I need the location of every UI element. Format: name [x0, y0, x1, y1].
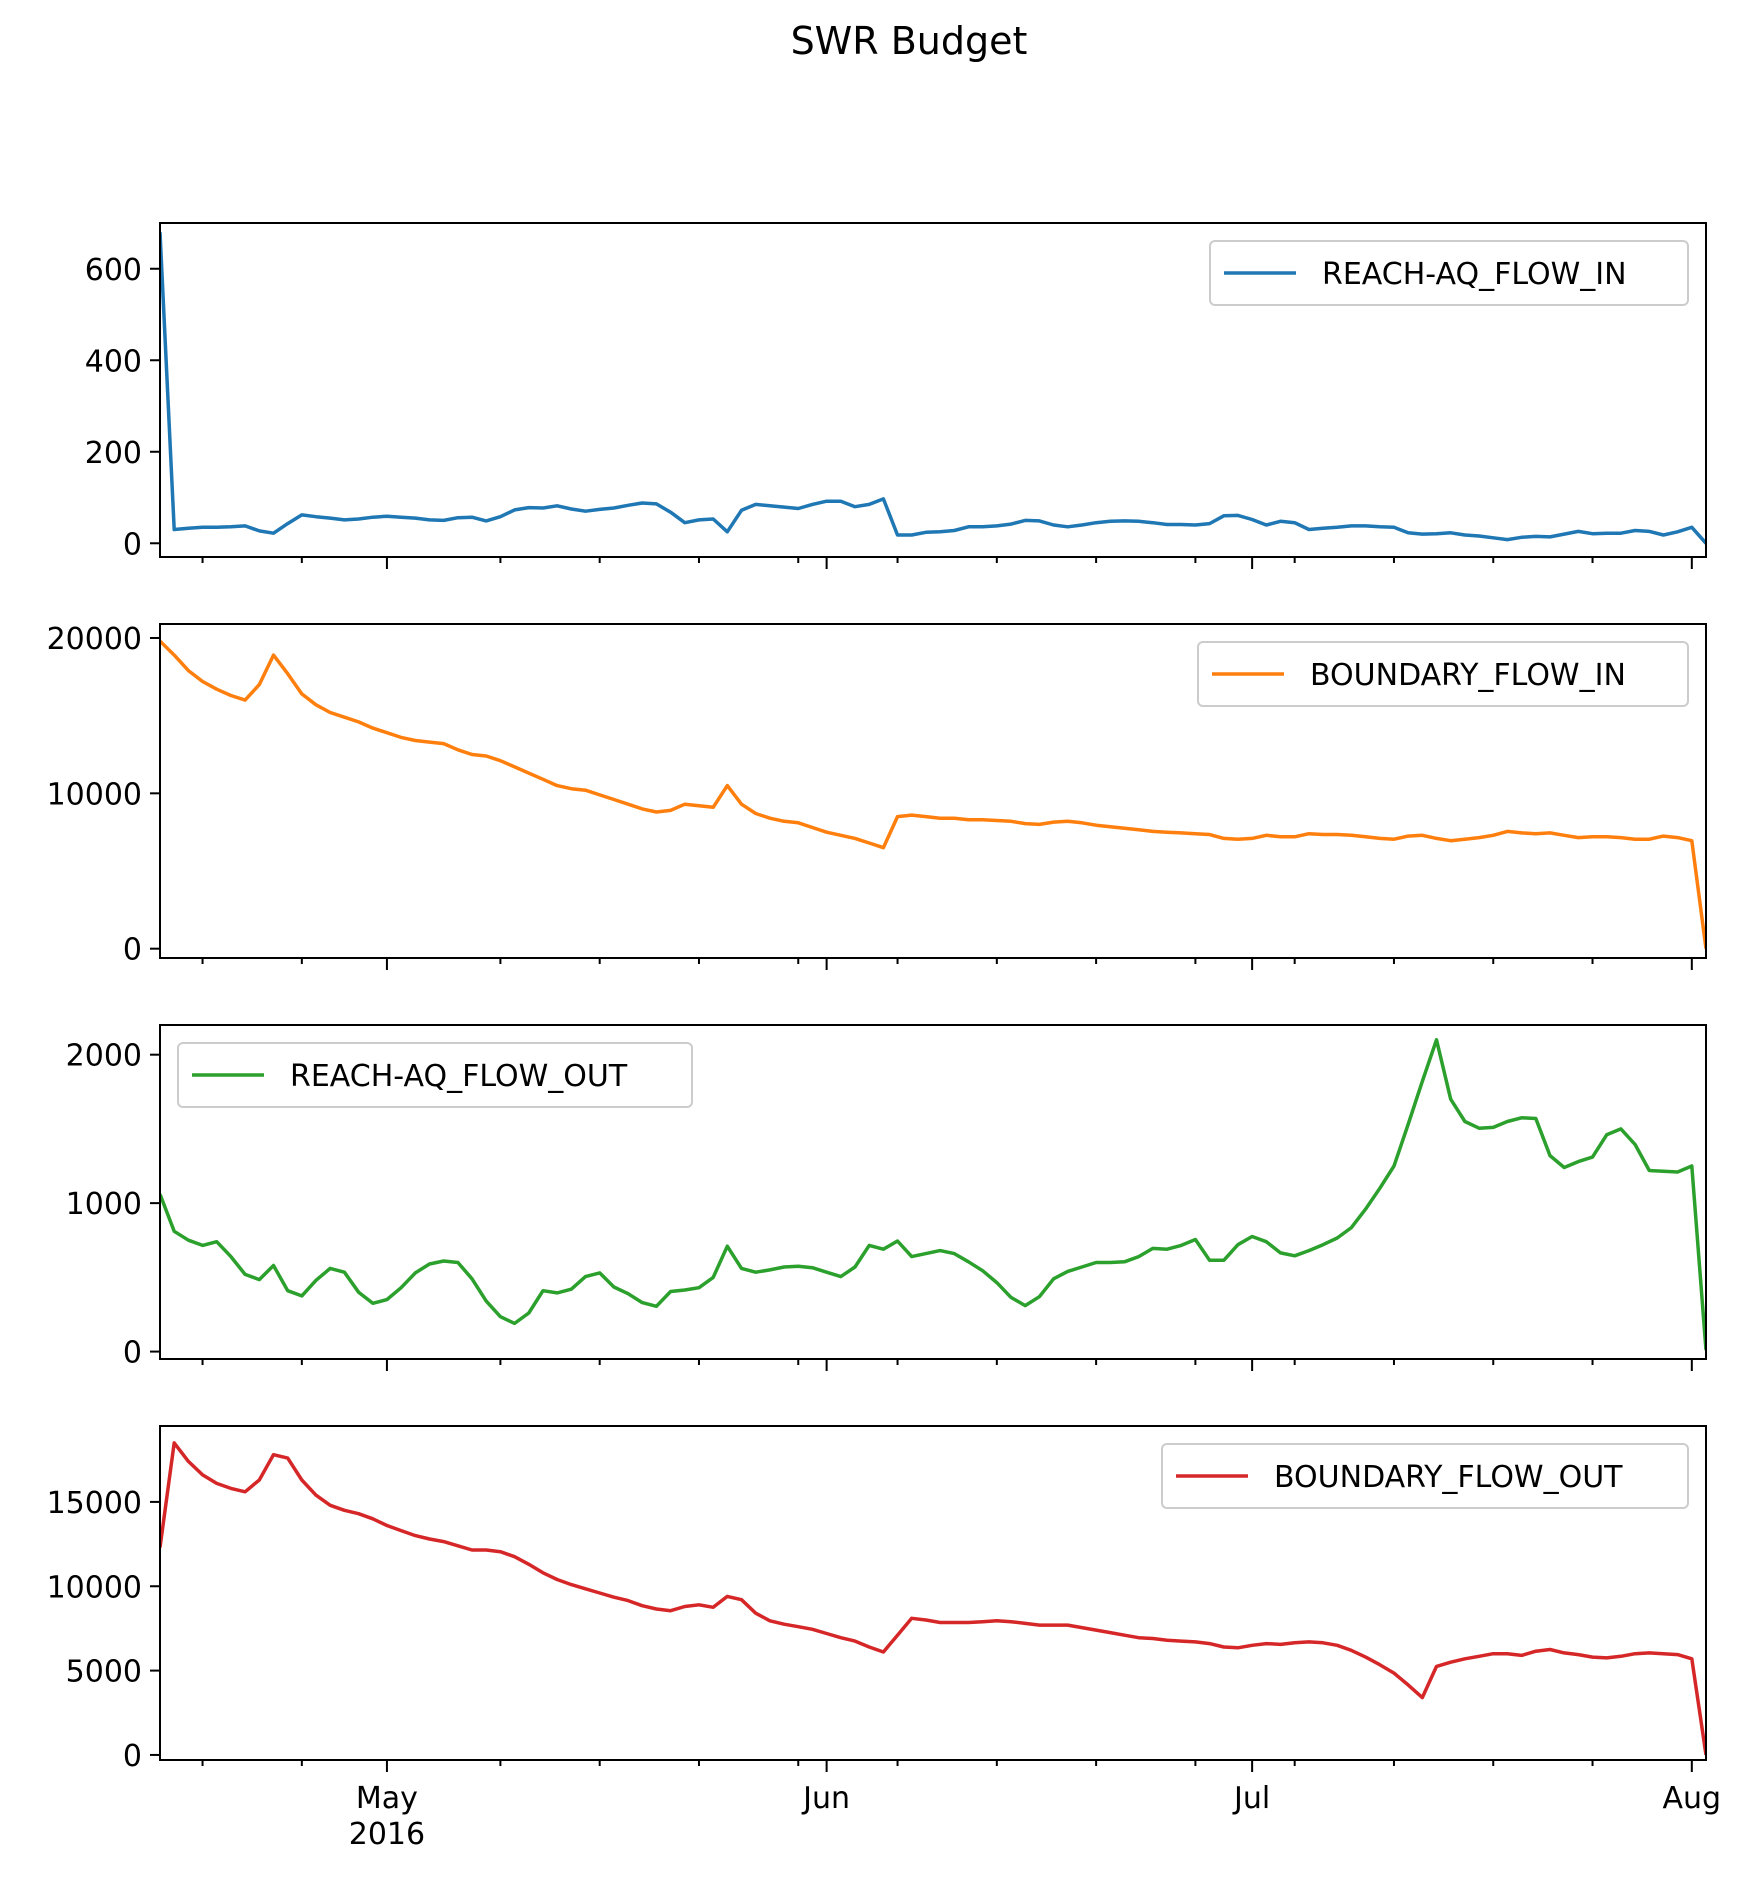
- x-tick-label: Jun: [801, 1781, 850, 1816]
- legend-label: BOUNDARY_FLOW_IN: [1310, 658, 1626, 693]
- legend-label: BOUNDARY_FLOW_OUT: [1274, 1460, 1623, 1495]
- series-line-reach-aq-flow-out: [160, 1038, 1706, 1351]
- y-tick-label: 0: [123, 1336, 142, 1371]
- legend-label: REACH-AQ_FLOW_IN: [1322, 257, 1627, 292]
- legend-box: [177, 1042, 693, 1108]
- panel-frame: [159, 222, 1707, 558]
- y-tick-label: 1000: [66, 1187, 142, 1222]
- x-tick-sublabel: 2016: [349, 1817, 425, 1852]
- series-line-boundary-flow-out: [160, 1441, 1706, 1756]
- y-tick-label: 2000: [66, 1039, 142, 1074]
- y-tick-label: 0: [123, 933, 142, 968]
- y-tick-label: 5000: [66, 1655, 142, 1690]
- panel-3: 0 1000 2000 REACH-AQ_FLOW_OUT: [66, 1024, 1707, 1371]
- panel-1: 0 200 400 600 REACH-AQ_FLOW_IN: [85, 222, 1707, 569]
- y-tick-label: 15000: [47, 1486, 142, 1521]
- panel-frame: [159, 623, 1707, 959]
- panel-frame: [159, 1024, 1707, 1360]
- y-tick-label: 0: [123, 527, 142, 562]
- legend-label: REACH-AQ_FLOW_OUT: [290, 1059, 628, 1094]
- series-line-reach-aq-flow-in: [160, 232, 1706, 545]
- legend: BOUNDARY_FLOW_OUT: [1161, 1443, 1689, 1509]
- y-tick-label: 20000: [47, 622, 142, 657]
- legend-box: [1209, 240, 1689, 306]
- legend: REACH-AQ_FLOW_IN: [1209, 240, 1689, 306]
- y-tick-label: 400: [85, 344, 142, 379]
- y-tick-label: 200: [85, 436, 142, 471]
- series-line-boundary-flow-in: [160, 639, 1706, 949]
- x-tick-label: Aug: [1663, 1781, 1722, 1816]
- legend: REACH-AQ_FLOW_OUT: [177, 1042, 693, 1108]
- y-tick-label: 10000: [47, 1570, 142, 1605]
- legend: BOUNDARY_FLOW_IN: [1197, 641, 1689, 707]
- x-tick-label: Jul: [1232, 1781, 1270, 1816]
- chart-title: SWR Budget: [791, 19, 1028, 63]
- x-tick-label: May: [356, 1781, 418, 1816]
- legend-box: [1161, 1443, 1689, 1509]
- y-tick-label: 0: [123, 1739, 142, 1774]
- y-tick-label: 600: [85, 253, 142, 288]
- legend-box: [1197, 641, 1689, 707]
- panel-2: 0 10000 20000 BOUNDARY_FLOW_IN: [47, 622, 1707, 970]
- y-tick-label: 10000: [47, 777, 142, 812]
- panel-frame: [159, 1425, 1707, 1761]
